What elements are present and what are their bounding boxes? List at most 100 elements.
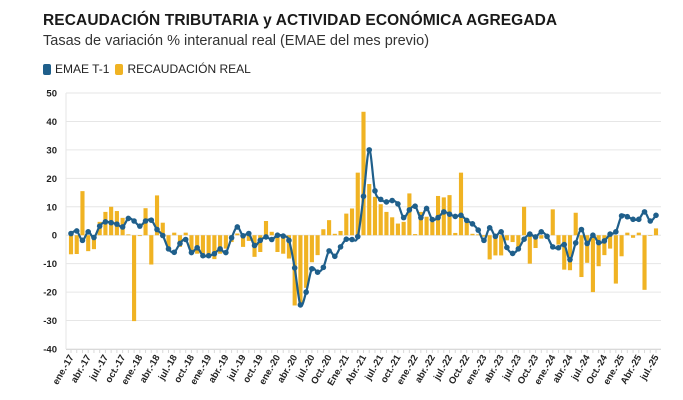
bar-recaudacion [74,235,79,254]
point-emae [96,223,103,229]
bar-recaudacion [223,235,228,249]
bar-recaudacion [372,196,378,236]
bar-recaudacion [258,235,263,253]
bar-recaudacion [166,235,171,248]
y-tick-label: 20 [46,174,57,185]
bar-recaudacion [653,228,659,236]
bar-recaudacion [309,235,314,263]
bar-recaudacion [275,235,280,253]
bar-recaudacion [349,208,355,236]
bar-recaudacion [91,235,97,250]
bar-recaudacion [390,217,395,236]
y-tick-label: -20 [43,288,57,299]
point-emae [223,249,229,256]
legend-swatch-recaudacion [115,63,124,75]
point-emae [205,252,212,259]
bar-recaudacion [80,191,85,236]
bar-recaudacion [527,235,532,264]
bar-recaudacion [384,211,389,236]
bar-recaudacion [367,184,372,236]
bar-recaudacion [522,206,527,236]
bar-recaudacion [235,233,240,236]
point-emae [607,231,613,237]
bar-recaudacion [172,232,177,236]
point-emae [360,193,367,200]
point-emae [389,197,395,204]
bar-recaudacion [160,222,165,236]
point-emae [567,256,573,263]
point-emae [549,244,556,250]
point-emae [91,234,97,241]
point-emae [383,199,390,205]
point-emae [595,239,602,246]
bar-recaudacion [269,231,274,236]
bar-recaudacion [154,195,160,236]
bar-recaudacion [648,235,653,236]
point-emae [452,213,459,220]
bar-recaudacion [86,235,91,252]
legend-label-emae: EMAE T-1 [55,62,110,76]
bar-recaudacion [321,229,326,236]
bar-recaudacion [504,235,509,241]
bar-recaudacion [212,235,217,260]
point-emae [613,229,619,235]
point-emae [538,229,545,235]
bar-recaudacion [206,235,211,255]
point-emae [446,211,453,217]
bar-recaudacion [395,223,400,236]
point-emae [412,203,418,210]
bar-recaudacion [470,233,475,236]
y-axis: 50 40 30 20 10 0 -10 -20 -30 -40 [43,89,57,356]
bar-recaudacion [195,235,200,254]
point-emae [114,221,120,227]
bar-recaudacion [596,235,601,267]
bar-recaudacion [499,235,504,256]
bar-recaudacion [556,235,561,245]
bar-recaudacion [68,235,74,255]
y-tick-label: 40 [46,117,57,128]
point-emae [73,228,80,234]
bar-recaudacion [246,235,251,241]
legend: EMAE T-1 RECAUDACIÓN REAL [43,62,251,76]
point-emae [624,213,631,220]
point-emae [297,302,304,308]
point-emae [395,201,401,207]
point-emae [509,250,516,257]
point-emae [418,214,424,221]
point-emae [85,229,92,235]
point-emae [165,246,172,252]
point-emae [641,209,648,215]
y-tick-label: 0 [52,231,57,242]
point-emae [217,246,223,252]
point-emae [280,233,287,239]
point-emae [635,216,642,223]
legend-item-emae[interactable]: EMAE T-1 [43,62,109,76]
bar-recaudacion [149,235,154,265]
point-emae [377,196,384,203]
point-emae [142,218,149,224]
point-emae [372,188,378,194]
point-emae [79,237,86,244]
bar-recaudacion [481,235,487,237]
bar-recaudacion [602,235,607,256]
point-emae [618,213,625,219]
y-tick-label: 50 [46,89,57,100]
point-emae [291,265,298,271]
point-emae [406,207,413,213]
point-emae [211,250,218,257]
point-emae [354,233,361,240]
point-emae [102,219,109,225]
point-emae [309,265,315,272]
bar-recaudacion [613,235,618,284]
bar-recaudacion [630,235,636,238]
bar-recaudacion [200,235,205,254]
point-emae [366,147,373,153]
legend-item-recaudacion[interactable]: RECAUDACIÓN REAL [115,62,251,76]
bar-recaudacion [493,235,498,256]
point-emae [159,232,166,239]
bar-recaudacion [338,230,343,236]
bar-recaudacion [585,235,590,263]
point-emae [148,217,155,223]
bar-recaudacion [137,235,142,237]
point-emae [440,209,447,215]
